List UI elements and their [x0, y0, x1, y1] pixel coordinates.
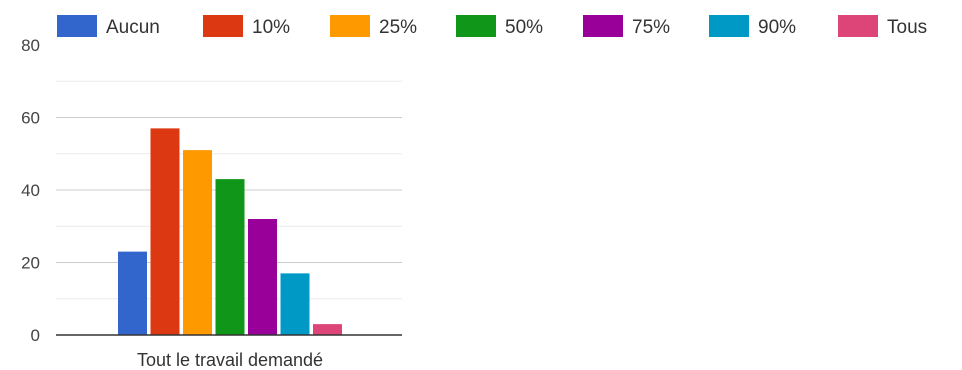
- y-tick-label: 0: [31, 326, 40, 345]
- legend-item[interactable]: 10%: [203, 15, 290, 38]
- y-tick-label: 20: [21, 254, 40, 273]
- legend-item[interactable]: 25%: [330, 15, 417, 38]
- bar-tous[interactable]: [313, 324, 342, 335]
- y-tick-label: 40: [21, 181, 40, 200]
- bars: [118, 128, 342, 335]
- legend-item[interactable]: Aucun: [57, 15, 160, 38]
- bar-90pct[interactable]: [280, 273, 310, 335]
- legend-item[interactable]: 50%: [456, 15, 543, 38]
- y-axis: 0 20 40 60 80: [21, 36, 40, 345]
- y-tick-label: 60: [21, 109, 40, 128]
- x-category-label: Tout le travail demandé: [137, 350, 323, 370]
- bar-75pct[interactable]: [248, 219, 277, 335]
- y-tick-label: 80: [21, 36, 40, 55]
- legend-swatch: [583, 15, 623, 37]
- legend-label: 75%: [632, 17, 670, 38]
- legend-label: 10%: [252, 17, 290, 38]
- legend-swatch: [456, 15, 496, 37]
- bar-10pct[interactable]: [150, 128, 180, 335]
- legend-swatch: [203, 15, 243, 37]
- bar-25pct[interactable]: [183, 150, 212, 335]
- x-axis: Tout le travail demandé: [137, 350, 323, 370]
- legend-swatch: [838, 15, 878, 37]
- legend-swatch: [330, 15, 370, 37]
- legend-label: 50%: [505, 17, 543, 38]
- legend-item[interactable]: Tous: [838, 15, 927, 38]
- bar-aucun[interactable]: [118, 251, 147, 335]
- legend-label: Tous: [887, 17, 927, 38]
- legend-item[interactable]: 90%: [709, 15, 796, 38]
- legend-label: Aucun: [106, 17, 160, 38]
- bar-50pct[interactable]: [215, 179, 245, 335]
- legend-item[interactable]: 75%: [583, 15, 670, 38]
- legend-label: 25%: [379, 17, 417, 38]
- legend-swatch: [709, 15, 749, 37]
- legend-swatch: [57, 15, 97, 37]
- legend-label: 90%: [758, 17, 796, 38]
- legend: Aucun 10% 25% 50% 75% 90% Tous: [57, 15, 927, 38]
